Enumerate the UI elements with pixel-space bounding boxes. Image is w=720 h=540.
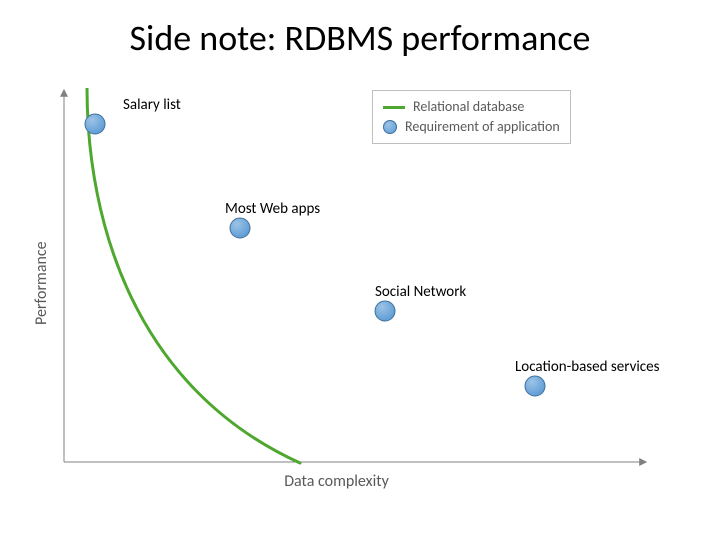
x-axis-label: Data complexity [284, 472, 389, 491]
point-label: Most Web apps [225, 200, 320, 218]
data-point [85, 114, 105, 134]
chart-area [60, 88, 650, 470]
slide-title: Side note: RDBMS performance [0, 16, 720, 60]
legend-marker-swatch [383, 120, 397, 134]
data-point [525, 376, 545, 396]
slide: Side note: RDBMS performance Performance… [0, 0, 720, 540]
legend-line-swatch [383, 106, 405, 109]
point-label: Social Network [375, 283, 466, 301]
curve-relational-db [87, 88, 300, 463]
point-label: Location-based services [515, 358, 659, 376]
legend-item: Requirement of application [383, 117, 560, 137]
legend-label: Requirement of application [405, 117, 560, 137]
data-point [230, 218, 250, 238]
y-axis-label: Performance [32, 241, 51, 325]
legend-label: Relational database [413, 97, 524, 117]
legend: Relational databaseRequirement of applic… [372, 90, 571, 144]
point-label: Salary list [123, 96, 181, 114]
legend-item: Relational database [383, 97, 560, 117]
chart-svg [60, 88, 650, 470]
data-point [375, 301, 395, 321]
